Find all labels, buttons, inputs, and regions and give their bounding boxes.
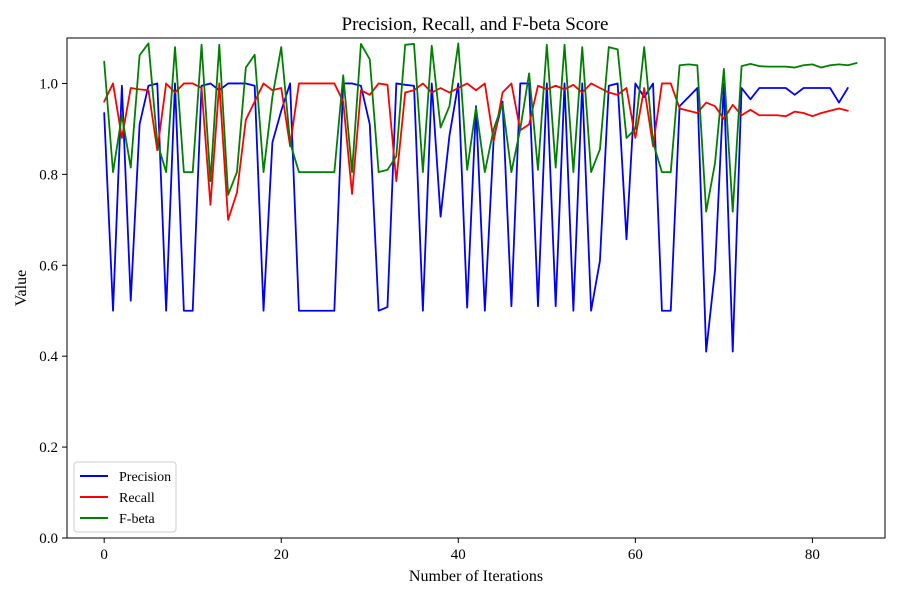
y-axis: 0.0 0.2 0.4 0.6 0.8 1.0 xyxy=(39,76,67,547)
x-tick-label: 0 xyxy=(100,547,108,563)
x-axis: 0 20 40 60 80 xyxy=(100,538,820,563)
y-tick-label: 0.4 xyxy=(39,349,58,365)
y-axis-title: Value xyxy=(13,270,30,306)
y-tick-label: 0.0 xyxy=(39,531,58,547)
y-tick-label: 0.6 xyxy=(39,258,58,274)
legend: Precision Recall F-beta xyxy=(73,461,177,533)
x-tick-label: 60 xyxy=(628,547,643,563)
series-line-recall xyxy=(103,82,849,221)
legend-label: Precision xyxy=(119,470,171,485)
plot-series xyxy=(103,42,858,353)
legend-label: Recall xyxy=(119,491,155,506)
legend-label: F-beta xyxy=(119,512,156,527)
x-tick-label: 80 xyxy=(805,547,820,563)
legend-box xyxy=(73,461,177,533)
chart-title: Precision, Recall, and F-beta Score xyxy=(342,14,609,35)
plot-frame xyxy=(66,37,886,539)
x-tick-label: 20 xyxy=(274,547,289,563)
y-tick-label: 1.0 xyxy=(39,76,58,92)
x-tick-label: 40 xyxy=(451,547,466,563)
series-line-f-beta xyxy=(103,42,858,213)
y-tick-label: 0.2 xyxy=(39,440,58,456)
x-axis-title: Number of Iterations xyxy=(409,568,543,585)
y-tick-label: 0.8 xyxy=(39,167,58,183)
